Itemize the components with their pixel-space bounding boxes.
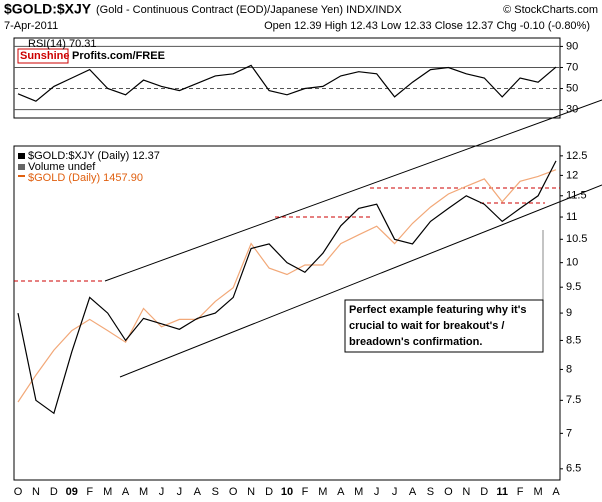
rsi-label: RSI(14) 70.31 xyxy=(28,38,96,50)
y-tick-label: 70 xyxy=(566,61,578,73)
y-tick-label: 11.5 xyxy=(566,190,587,202)
y-tick-label: 90 xyxy=(566,40,578,52)
x-tick-label: D xyxy=(50,486,58,498)
x-tick-label: J xyxy=(392,486,398,498)
rsi-panel xyxy=(13,37,561,119)
x-tick-label: A xyxy=(409,486,417,498)
y-tick-label: 7.5 xyxy=(566,394,581,406)
series-line xyxy=(17,169,557,403)
x-tick-label: 09 xyxy=(66,486,78,498)
x-tick-label: A xyxy=(122,486,130,498)
legend-entry: $GOLD (Daily) 1457.90 xyxy=(28,172,143,184)
x-tick-label: N xyxy=(32,486,40,498)
x-tick-label: O xyxy=(14,486,23,498)
x-tick-label: 10 xyxy=(281,486,293,498)
legend-swatch xyxy=(18,164,25,170)
y-tick-label: 10 xyxy=(566,257,578,269)
annotation-box xyxy=(344,299,544,353)
y-tick-label: 10.5 xyxy=(566,233,587,245)
x-tick-label: M xyxy=(318,486,327,498)
x-tick-label: D xyxy=(480,486,488,498)
y-tick-label: 11 xyxy=(566,211,577,223)
x-tick-label: J xyxy=(374,486,380,498)
x-tick-label: A xyxy=(552,486,560,498)
x-tick-label: D xyxy=(265,486,273,498)
x-tick-label: S xyxy=(427,486,434,498)
quote: Open 12.39 High 12.43 Low 12.33 Close 12… xyxy=(264,20,590,32)
y-tick-label: 9 xyxy=(566,307,572,319)
x-tick-label: N xyxy=(462,486,470,498)
x-tick-label: F xyxy=(517,486,524,498)
x-tick-label: M xyxy=(103,486,112,498)
date: 7-Apr-2011 xyxy=(4,20,58,32)
y-tick-label: 6.5 xyxy=(566,463,581,475)
series-line xyxy=(17,64,557,102)
x-tick-label: A xyxy=(194,486,202,498)
y-tick-label: 9.5 xyxy=(566,281,581,293)
legend-entry: Volume undef xyxy=(28,161,96,173)
annotation-wrap: Perfect example featuring why it's cruci… xyxy=(349,304,527,348)
series-line xyxy=(17,160,557,415)
x-tick-label: M xyxy=(354,486,363,498)
y-tick-label: 12.5 xyxy=(566,150,587,162)
y-tick-label: 50 xyxy=(566,82,578,94)
annotation-lines xyxy=(14,99,602,378)
x-tick-label: J xyxy=(159,486,165,498)
legend-swatch xyxy=(18,175,25,177)
y-tick-label: 12 xyxy=(566,169,578,181)
x-tick-label: 11 xyxy=(496,486,508,498)
x-tick-label: F xyxy=(86,486,93,498)
x-tick-label: N xyxy=(247,486,255,498)
annotation: Perfect example featuring why it's cruci… xyxy=(349,304,527,348)
chart-title: $GOLD:$XJY xyxy=(4,1,92,17)
x-tick-label: J xyxy=(177,486,183,498)
source: © StockCharts.com xyxy=(503,4,598,16)
x-tick-label: M xyxy=(533,486,542,498)
x-tick-label: F xyxy=(302,486,309,498)
legend-entry: $GOLD:$XJY (Daily) 12.37 xyxy=(28,150,160,162)
logo-right: Profits.com/FREE xyxy=(72,50,165,62)
legend-swatch xyxy=(18,153,25,159)
x-tick-label: M xyxy=(139,486,148,498)
logo-left: Sunshine xyxy=(20,50,70,62)
x-tick-label: S xyxy=(212,486,219,498)
y-tick-label: 8.5 xyxy=(566,334,581,346)
y-tick-label: 8 xyxy=(566,363,572,375)
x-tick-label: O xyxy=(229,486,238,498)
x-tick-label: O xyxy=(444,486,453,498)
y-tick-label: 30 xyxy=(566,103,578,115)
logo-box xyxy=(17,48,69,64)
x-tick-label: A xyxy=(337,486,345,498)
subtitle: (Gold - Continuous Contract (EOD)/Japane… xyxy=(96,4,402,16)
y-tick-label: 7 xyxy=(566,427,572,439)
